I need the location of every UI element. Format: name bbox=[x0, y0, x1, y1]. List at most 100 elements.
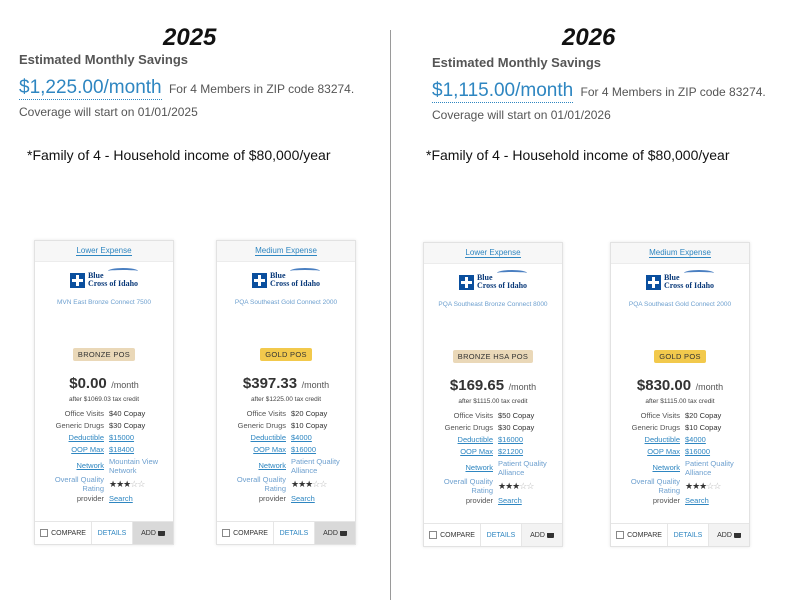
plan-name[interactable]: PQA Southeast Bronze Connect 8000 bbox=[438, 301, 548, 308]
oop-max-label[interactable]: OOP Max bbox=[253, 445, 286, 454]
star-rating: ★★★☆☆ bbox=[291, 475, 355, 493]
deductible-value[interactable]: $4000 bbox=[685, 435, 706, 444]
provider-search-link[interactable]: Search bbox=[109, 494, 133, 503]
savings-title: Estimated Monthly Savings bbox=[19, 52, 189, 67]
network-label[interactable]: Network bbox=[652, 463, 680, 472]
logo-line-2: Cross of Idaho bbox=[476, 281, 528, 290]
details-button[interactable]: DETAILS bbox=[274, 522, 315, 544]
details-button[interactable]: DETAILS bbox=[92, 522, 133, 544]
compare-toggle[interactable]: COMPARE bbox=[217, 522, 274, 544]
network-value: Patient Quality Alliance bbox=[498, 459, 547, 477]
compare-checkbox[interactable] bbox=[429, 531, 438, 539]
deductible-label[interactable]: Deductible bbox=[68, 433, 104, 442]
compare-toggle[interactable]: COMPARE bbox=[424, 524, 481, 546]
cart-icon bbox=[546, 532, 554, 538]
network-label[interactable]: Network bbox=[76, 461, 104, 470]
deductible-label[interactable]: Deductible bbox=[644, 435, 680, 444]
insurer-logo-text: Blue Cross of Idaho bbox=[270, 268, 320, 288]
mountain-wave-icon bbox=[107, 268, 138, 274]
star-empty-icon: ☆ bbox=[526, 481, 534, 491]
generic-drugs-label: Generic Drugs bbox=[237, 421, 286, 430]
cross-icon bbox=[645, 274, 661, 290]
expense-tier: Medium Expense bbox=[217, 241, 355, 262]
star-empty-icon: ☆ bbox=[312, 479, 320, 489]
logo-line-1: Blue bbox=[476, 273, 493, 282]
deductible-row: Deductible $16000 bbox=[424, 434, 562, 446]
compare-checkbox[interactable] bbox=[616, 531, 625, 539]
compare-toggle[interactable]: COMPARE bbox=[35, 522, 92, 544]
insurer-logo-text: Blue Cross of Idaho bbox=[476, 270, 528, 290]
generic-drugs-label: Generic Drugs bbox=[55, 421, 104, 430]
expense-tier-link[interactable]: Medium Expense bbox=[255, 246, 317, 256]
savings-amount[interactable]: $1,225.00/month bbox=[19, 77, 162, 100]
deductible-label[interactable]: Deductible bbox=[457, 435, 493, 444]
generic-drugs-row: Generic Drugs $10 Copay bbox=[217, 420, 355, 432]
deductible-label[interactable]: Deductible bbox=[250, 433, 286, 442]
oop-max-label[interactable]: OOP Max bbox=[71, 445, 104, 454]
generic-drugs-row: Generic Drugs $10 Copay bbox=[611, 422, 749, 434]
add-button[interactable]: ADD bbox=[133, 522, 173, 544]
deductible-value[interactable]: $15000 bbox=[109, 433, 135, 442]
plan-card: Lower Expense Blue Cross of Idaho MVN Ea… bbox=[34, 240, 174, 545]
plan-name[interactable]: MVN East Bronze Connect 7500 bbox=[57, 299, 151, 306]
add-button[interactable]: ADD bbox=[522, 524, 562, 546]
price-block: $830.00 /month bbox=[611, 377, 749, 395]
metal-badge: BRONZE POS bbox=[72, 348, 136, 361]
network-value: Mountain View Network bbox=[109, 457, 159, 475]
plan-name[interactable]: PQA Southeast Gold Connect 2000 bbox=[234, 299, 338, 306]
expense-tier-link[interactable]: Medium Expense bbox=[649, 248, 711, 258]
savings-amount[interactable]: $1,115.00/month bbox=[432, 80, 574, 103]
monthly-price: $397.33 bbox=[242, 375, 298, 392]
oop-max-value[interactable]: $16000 bbox=[291, 445, 317, 454]
office-visits-label: Office Visits bbox=[246, 409, 286, 418]
metal-badge: BRONZE HSA POS bbox=[452, 350, 534, 363]
provider-search-link[interactable]: Search bbox=[498, 496, 522, 505]
card-actions: COMPARE DETAILS ADD bbox=[611, 523, 749, 546]
expense-tier: Medium Expense bbox=[611, 243, 749, 264]
metal-badge: GOLD POS bbox=[260, 348, 312, 361]
details-button[interactable]: DETAILS bbox=[481, 524, 522, 546]
oop-max-value[interactable]: $21200 bbox=[498, 447, 524, 456]
details-button[interactable]: DETAILS bbox=[668, 524, 709, 546]
plan-name[interactable]: PQA Southeast Gold Connect 2000 bbox=[628, 301, 732, 308]
generic-drugs-value: $10 Copay bbox=[291, 421, 328, 430]
tax-credit: after $1069.03 tax credit bbox=[68, 396, 140, 403]
star-filled-icon: ★ bbox=[123, 479, 131, 489]
oop-max-row: OOP Max $16000 bbox=[217, 444, 355, 456]
oop-max-value[interactable]: $16000 bbox=[685, 447, 711, 456]
insurer-logo: Blue Cross of Idaho bbox=[35, 268, 173, 289]
star-filled-icon: ★ bbox=[692, 481, 700, 491]
office-visits-row: Office Visits $20 Copay bbox=[611, 410, 749, 422]
savings-detail: For 4 Members in ZIP code 83274. bbox=[168, 82, 355, 96]
oop-max-label[interactable]: OOP Max bbox=[460, 447, 493, 456]
metal-level: BRONZE HSA POS bbox=[424, 346, 562, 364]
network-label[interactable]: Network bbox=[258, 461, 286, 470]
office-visits-row: Office Visits $20 Copay bbox=[217, 408, 355, 420]
network-row: Network Patient Quality Alliance bbox=[611, 458, 749, 477]
office-visits-label: Office Visits bbox=[64, 409, 104, 418]
mountain-wave-icon bbox=[683, 270, 714, 276]
plan-card: Medium Expense Blue Cross of Idaho PQA S… bbox=[216, 240, 356, 545]
quality-label: Overall Quality Rating bbox=[236, 475, 286, 493]
network-label[interactable]: Network bbox=[465, 463, 493, 472]
oop-max-label[interactable]: OOP Max bbox=[647, 447, 680, 456]
provider-search-link[interactable]: Search bbox=[685, 496, 709, 505]
provider-search-link[interactable]: Search bbox=[291, 494, 315, 503]
network-value: Patient Quality Alliance bbox=[291, 457, 340, 475]
metal-level: GOLD POS bbox=[611, 346, 749, 364]
compare-checkbox[interactable] bbox=[40, 529, 49, 537]
deductible-value[interactable]: $16000 bbox=[498, 435, 524, 444]
compare-checkbox[interactable] bbox=[222, 529, 231, 537]
add-button[interactable]: ADD bbox=[315, 522, 355, 544]
compare-toggle[interactable]: COMPARE bbox=[611, 524, 668, 546]
expense-tier-link[interactable]: Lower Expense bbox=[465, 248, 521, 258]
expense-tier-link[interactable]: Lower Expense bbox=[76, 246, 132, 256]
add-label: ADD bbox=[530, 531, 545, 539]
add-button[interactable]: ADD bbox=[709, 524, 749, 546]
oop-max-value[interactable]: $18400 bbox=[109, 445, 135, 454]
deductible-value[interactable]: $4000 bbox=[291, 433, 312, 442]
quality-row: Overall Quality Rating ★★★☆☆ bbox=[35, 475, 173, 493]
star-empty-icon: ☆ bbox=[130, 479, 138, 489]
cart-icon bbox=[733, 532, 741, 538]
provider-row: provider Search bbox=[424, 495, 562, 507]
